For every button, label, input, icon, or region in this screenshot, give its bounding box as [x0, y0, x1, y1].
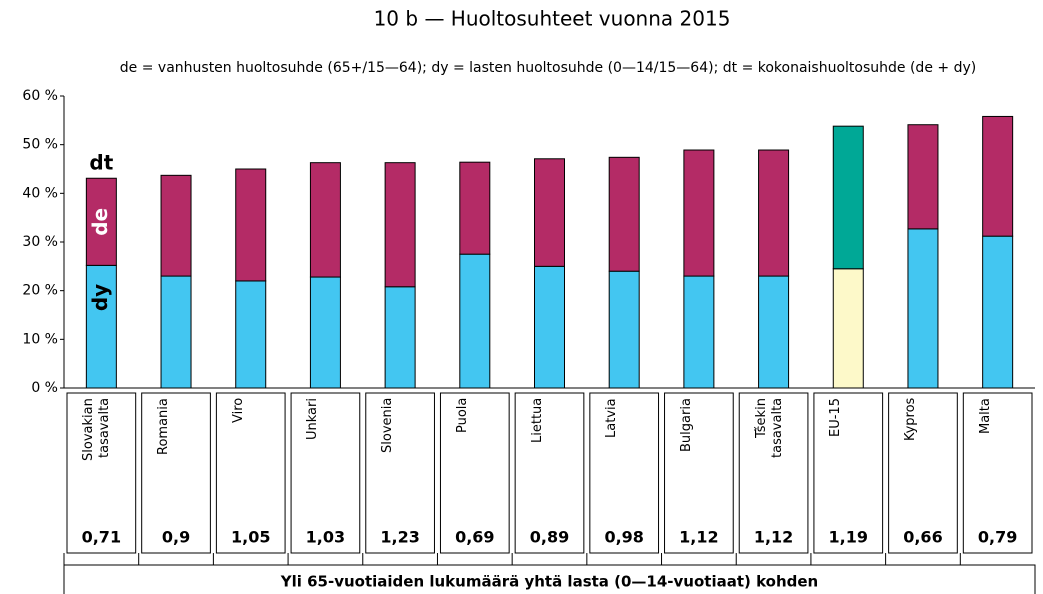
bar-segment — [384, 162, 416, 288]
category-box — [738, 392, 809, 554]
category-box — [141, 392, 211, 554]
category-box — [664, 392, 734, 554]
ratio-label: 1,23 — [380, 528, 419, 547]
bar-segment — [459, 161, 491, 255]
bar-segment — [235, 168, 267, 282]
ratio-label: 0,9 — [162, 528, 190, 547]
category-box — [365, 392, 435, 554]
bar-segment — [235, 280, 267, 389]
chart-title: 10 b — Huoltosuhteet vuonna 2015 — [374, 7, 731, 31]
ratio-label: 1,05 — [231, 528, 270, 547]
bar-segment — [832, 268, 864, 389]
bar-segment — [907, 124, 939, 230]
x-tick-label: Puola — [454, 398, 470, 434]
y-tick-label: 50 % — [22, 137, 58, 153]
x-tick-label: Liettua — [529, 398, 545, 444]
bar-segment — [459, 253, 491, 389]
chart-subtitle: de = vanhusten huoltosuhde (65+/15—64); … — [120, 60, 976, 76]
total-label: dt — [89, 151, 113, 175]
ratio-label: 1,19 — [829, 528, 868, 547]
bar-segment — [982, 235, 1014, 389]
bar-segment — [907, 228, 939, 389]
bar-segment — [608, 270, 640, 389]
category-box — [813, 392, 884, 554]
bar-segment — [982, 115, 1014, 237]
ratio-label: 0,66 — [903, 528, 942, 547]
x-tick-label: Slovenia — [380, 398, 396, 454]
ratio-label: 0,79 — [978, 528, 1017, 547]
category-box — [290, 392, 361, 554]
bar-segment — [85, 177, 117, 266]
ratio-title: Yli 65-vuotiaiden lukumäärä yhtä lasta (… — [280, 573, 819, 591]
y-tick-label: 30 % — [22, 234, 58, 250]
bar-segment — [309, 162, 341, 278]
y-tick-label: 10 % — [22, 331, 58, 347]
bar-segment — [309, 276, 341, 389]
x-tick-label: Bulgaria — [678, 398, 694, 452]
x-tick-label: Latvia — [604, 398, 620, 438]
ratio-label: 0,89 — [530, 528, 569, 547]
category-box — [589, 392, 660, 554]
ratio-label: 0,71 — [82, 528, 121, 547]
category-box — [514, 392, 585, 554]
bar-segment — [758, 149, 790, 277]
x-tick-label: Kypros — [902, 398, 918, 442]
ratio-label: 0,69 — [455, 528, 494, 547]
bar-segment — [683, 149, 715, 277]
category-box — [66, 392, 137, 554]
bar-segment — [384, 286, 416, 389]
bar-segment — [534, 158, 565, 267]
bar-segment — [832, 125, 864, 270]
x-tick-label: EU-15 — [828, 398, 844, 437]
x-tick-label: Unkari — [305, 398, 321, 440]
y-tick-label: 0 % — [31, 380, 58, 396]
bar-segment — [85, 264, 117, 389]
series-label: de — [88, 208, 112, 236]
bar-segment — [683, 275, 715, 389]
category-box — [215, 392, 286, 554]
ratio-label: 1,12 — [754, 528, 793, 547]
x-tick-label: Tšekin tasavalta — [753, 398, 785, 459]
bar-segment — [534, 265, 565, 389]
category-box — [439, 392, 510, 554]
category-box — [962, 392, 1033, 554]
y-tick-label: 20 % — [22, 283, 58, 299]
category-box — [888, 392, 958, 554]
series-label: dy — [88, 284, 112, 311]
x-tick-label: Slovakian tasavalta — [81, 398, 113, 461]
bar-segment — [608, 156, 640, 272]
y-tick-label: 40 % — [22, 185, 58, 201]
ratio-label: 0,98 — [604, 528, 643, 547]
bar-segment — [758, 275, 790, 389]
y-tick-label: 60 % — [22, 88, 58, 104]
ratio-label: 1,12 — [679, 528, 718, 547]
x-tick-label: Malta — [977, 398, 993, 434]
ratio-title-box — [63, 564, 1036, 594]
bar-segment — [160, 174, 192, 277]
x-tick-label: Viro — [230, 398, 246, 424]
bar-segment — [160, 275, 192, 389]
ratio-label: 1,03 — [306, 528, 345, 547]
x-tick-label: Romania — [156, 398, 172, 455]
